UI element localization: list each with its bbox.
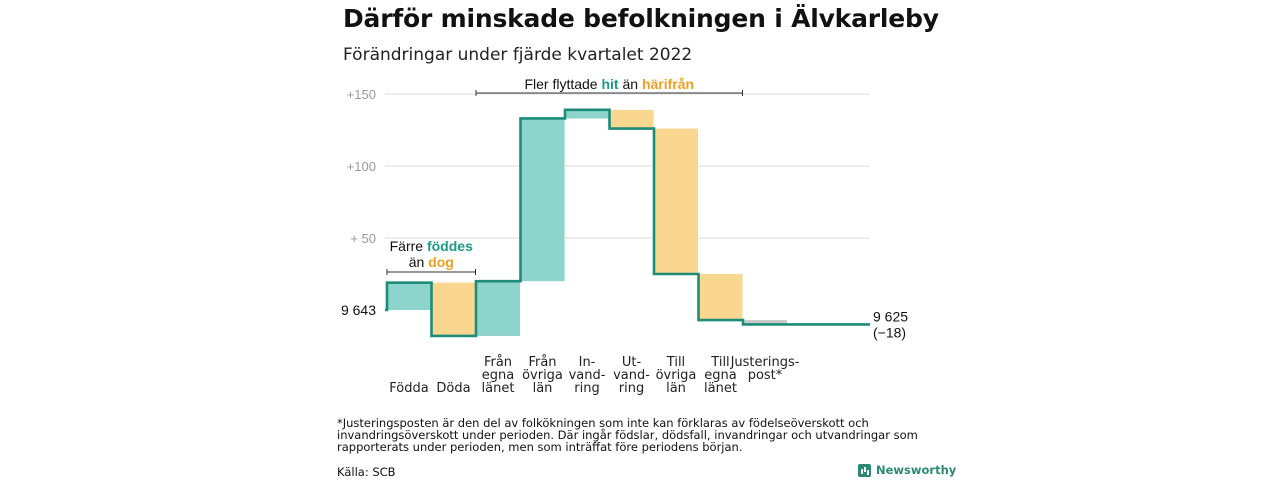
- chart-title: Därför minskade befolkningen i Älvkarleb…: [343, 4, 939, 33]
- waterfall-bar: [654, 128, 698, 274]
- cumulative-line: [385, 108, 870, 338]
- category-label: Justerings-post*: [730, 355, 800, 383]
- y-tick-label: +100: [347, 159, 376, 174]
- footnote: *Justeringsposten är den del av folkökni…: [337, 416, 918, 454]
- brand-name: Newsworthy: [876, 463, 957, 477]
- newsworthy-icon: [858, 463, 871, 477]
- category-label: Till egna länet: [704, 355, 737, 396]
- annotation-text: Fler flyttade hit än härifrån: [524, 76, 694, 92]
- category-label: Födda: [389, 381, 428, 396]
- waterfall-bar: [431, 282, 476, 336]
- waterfall-bar: [520, 118, 565, 282]
- source-note: Källa: SCB: [337, 465, 396, 479]
- start-value-label: 9 643: [341, 302, 376, 318]
- waterfall-bar: [387, 282, 431, 310]
- waterfall-bar: [609, 109, 654, 129]
- category-label: In-vand-ring: [569, 355, 606, 396]
- annotation-text: Färre föddes: [390, 238, 473, 254]
- chart-subtitle: Förändringar under fjärde kvartalet 2022: [343, 45, 693, 65]
- waterfall-bar: [698, 274, 743, 321]
- category-label: Ut-vand-ring: [613, 355, 650, 396]
- end-change-label: (−18): [873, 324, 906, 340]
- category-label: Från övriga län: [522, 355, 563, 396]
- waterfall-bar: [743, 320, 787, 325]
- y-tick-label: +150: [347, 87, 376, 102]
- end-value-label: 9 625: [873, 308, 908, 324]
- waterfall-chart: +150 +100 + 50 9 643 9 625(−18) Födda Döda Från…: [341, 76, 908, 396]
- annotation-text: än dog: [409, 254, 454, 270]
- category-label: Från egna länet: [482, 355, 515, 396]
- waterfall-bar: [476, 281, 520, 336]
- category-label: Döda: [436, 381, 470, 396]
- brand-logo: Newsworthy: [858, 463, 956, 477]
- y-tick-label: + 50: [350, 231, 376, 246]
- waterfall-bar: [565, 109, 609, 119]
- category-label: Till övriga län: [656, 355, 697, 396]
